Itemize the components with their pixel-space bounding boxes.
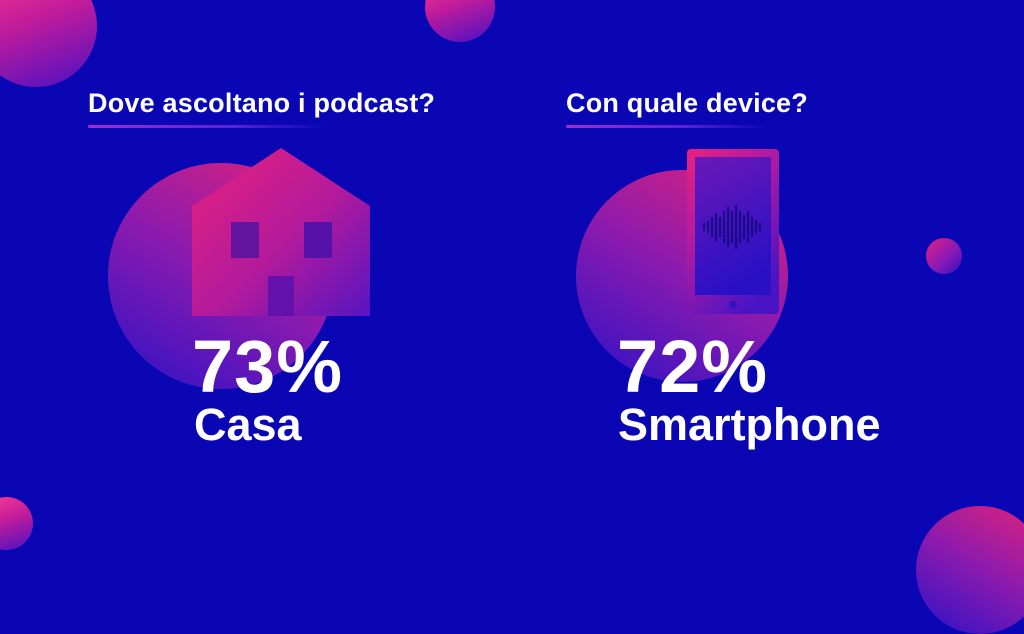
location-underline xyxy=(88,125,328,128)
device-underline xyxy=(566,125,766,128)
decor-circle-bottom-left xyxy=(0,497,33,550)
sound-wave-icon xyxy=(703,205,762,249)
decor-circle-top-left xyxy=(0,0,97,87)
device-label: Smartphone xyxy=(618,399,881,450)
location-question: Dove ascoltano i podcast? xyxy=(88,88,436,118)
decor-circle-top-center xyxy=(425,0,495,42)
decor-circle-right-small xyxy=(926,238,962,274)
location-label: Casa xyxy=(194,399,302,450)
location-percentage: 73% xyxy=(192,325,344,408)
device-percentage: 72% xyxy=(617,325,769,408)
decor-circle-bottom-right xyxy=(916,506,1024,634)
smartphone-icon xyxy=(687,149,779,314)
house-icon xyxy=(192,148,370,316)
device-question: Con quale device? xyxy=(566,88,808,118)
